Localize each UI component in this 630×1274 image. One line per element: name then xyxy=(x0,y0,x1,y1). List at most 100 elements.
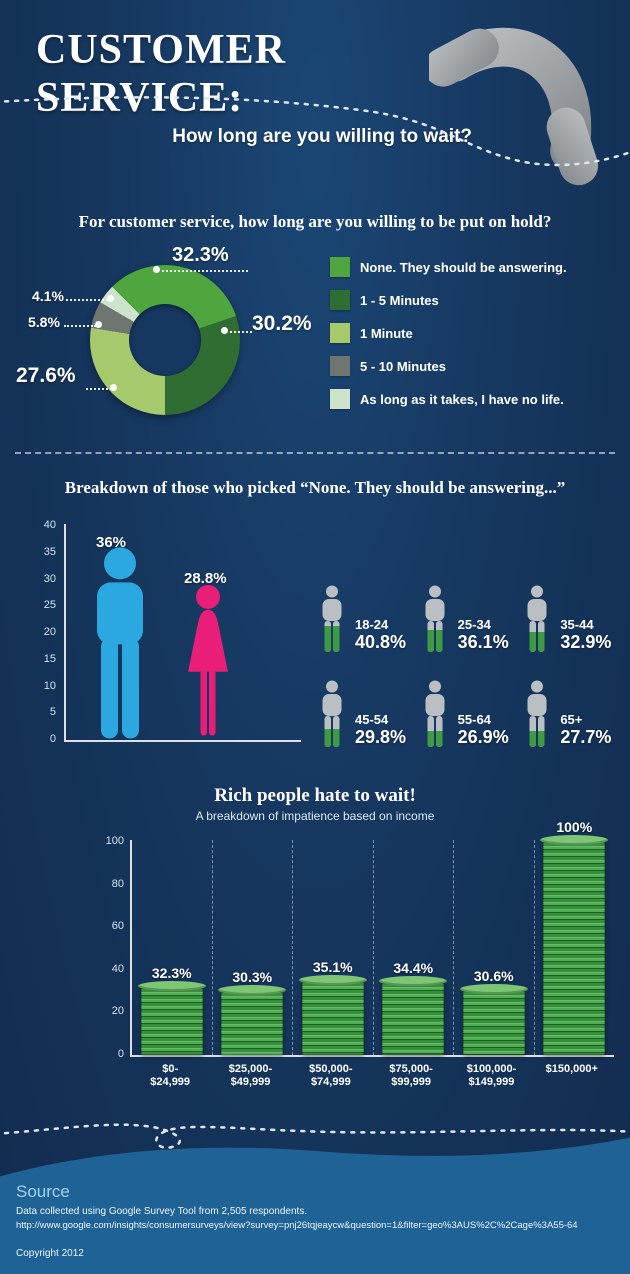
income-plot-area: 32.3% 30.3% 35.1% 34.4% 30.6% xyxy=(130,819,614,1057)
legend-swatch xyxy=(330,290,350,310)
age-text: 25-34 36.1% xyxy=(458,617,509,653)
age-breakdown-grid: 18-24 40.8% 25-34 36.1% xyxy=(316,560,624,750)
person-fill xyxy=(316,626,348,655)
bar-percent-label: 100% xyxy=(556,819,593,835)
y-tick: 20 xyxy=(43,626,56,638)
donut-label-as-long: 4.1% xyxy=(32,288,64,304)
legend-item: None. They should be answering. xyxy=(330,256,567,278)
money-stack-bar xyxy=(218,984,287,1055)
donut-label-none: 32.3% xyxy=(172,244,229,266)
y-tick: 30 xyxy=(43,572,56,585)
x-tick: $75,000- $99,999 xyxy=(389,1063,433,1088)
income-column: 32.3% xyxy=(132,840,212,1055)
person-icon xyxy=(316,585,348,655)
income-y-axis: 100 80 60 40 20 0 xyxy=(92,835,124,1060)
income-column: 30.6% xyxy=(453,840,534,1055)
breakdown-section: Breakdown of those who picked “None. The… xyxy=(0,470,630,780)
legend-label: None. They should be answering. xyxy=(360,259,567,275)
footer-background xyxy=(0,1186,630,1274)
y-tick: 40 xyxy=(43,519,56,531)
x-tick: $25,000- $49,999 xyxy=(228,1063,273,1088)
money-stack-bar xyxy=(379,976,448,1055)
age-group-25-34: 25-34 36.1% xyxy=(419,560,522,655)
age-percent: 40.8% xyxy=(355,632,407,652)
age-text: 35-44 32.9% xyxy=(560,617,611,653)
leader-line xyxy=(86,388,112,390)
page-title: CUSTOMER SERVICE: xyxy=(36,27,286,121)
y-tick: 0 xyxy=(117,1047,124,1060)
female-percent-label: 28.8% xyxy=(184,570,227,587)
legend-item: As long as it takes, I have no life. xyxy=(330,388,567,410)
age-percent: 36.1% xyxy=(457,632,509,652)
income-column: 34.4% xyxy=(372,840,454,1055)
leader-dot xyxy=(110,384,117,391)
age-group-35-44: 35-44 32.9% xyxy=(521,560,624,655)
income-x-axis: $0- $24,999 $25,000- $49,999 $50,000- $7… xyxy=(130,1063,612,1089)
male-figure xyxy=(84,546,156,740)
age-range: 65+ xyxy=(560,712,583,727)
leader-line xyxy=(66,299,108,301)
hold-legend: None. They should be answering. 1 - 5 Mi… xyxy=(330,256,567,421)
gender-y-axis: 40 35 30 25 20 15 10 5 0 xyxy=(30,519,56,745)
breakdown-title: Breakdown of those who picked “None. The… xyxy=(64,478,566,497)
person-icon xyxy=(419,585,451,655)
leader-line xyxy=(162,270,248,272)
hold-question: For customer service, how long are you w… xyxy=(78,212,552,231)
person-fill xyxy=(419,731,451,750)
person-icon xyxy=(316,680,348,750)
female-figure xyxy=(178,584,238,740)
leader-dot xyxy=(221,327,228,334)
age-text: 65+ 27.7% xyxy=(560,712,611,748)
income-chart: 100 80 60 40 20 0 32.3% 30.3% 35.1% xyxy=(92,819,617,1100)
legend-item: 5 - 10 Minutes xyxy=(330,355,567,377)
donut-label-1-5-minutes: 30.2% xyxy=(252,312,312,335)
y-tick: 25 xyxy=(43,599,56,612)
age-text: 18-24 40.8% xyxy=(355,617,406,653)
age-percent: 26.9% xyxy=(457,727,509,747)
bar-percent-label: 35.1% xyxy=(312,958,353,975)
donut-label-1-minute: 27.6% xyxy=(16,364,76,387)
leader-dot xyxy=(153,266,160,273)
page-subtitle: How long are you willing to wait? xyxy=(172,126,472,147)
leader-line xyxy=(64,325,96,327)
y-tick: 20 xyxy=(111,1005,124,1018)
legend-swatch xyxy=(330,389,350,409)
y-tick: 0 xyxy=(49,733,56,745)
bar-percent-label: 30.3% xyxy=(232,968,273,985)
money-stack-bar xyxy=(137,980,206,1055)
x-tick: $100,000- $149,999 xyxy=(466,1063,517,1088)
source-description: Data collected using Google Survey Tool … xyxy=(16,1206,308,1217)
legend-label: 5 - 10 Minutes xyxy=(360,358,446,374)
y-tick: 60 xyxy=(111,920,124,933)
age-text: 45-54 29.8% xyxy=(355,712,406,748)
y-tick: 5 xyxy=(49,706,56,719)
income-section: Rich people hate to wait! A breakdown of… xyxy=(0,780,630,1100)
legend-label: 1 Minute xyxy=(360,325,413,341)
income-title: Rich people hate to wait! xyxy=(214,785,416,806)
leader-line xyxy=(230,331,252,333)
gender-chart: 40 35 30 25 20 15 10 5 0 36% 28.8% xyxy=(30,518,310,758)
legend-label: As long as it takes, I have no life. xyxy=(360,391,564,407)
person-fill xyxy=(316,729,348,750)
age-group-18-24: 18-24 40.8% xyxy=(316,560,419,655)
y-tick: 35 xyxy=(43,545,56,558)
donut-hole xyxy=(129,304,201,376)
copyright: Copyright 2012 xyxy=(16,1248,84,1259)
income-subtitle: A breakdown of impatience based on incom… xyxy=(195,809,435,823)
phone-handset-icon xyxy=(429,27,599,186)
person-fill xyxy=(521,730,553,750)
money-stack-bar xyxy=(540,835,609,1055)
y-tick: 40 xyxy=(111,962,124,975)
x-tick: $0- $24,999 xyxy=(150,1063,191,1088)
age-percent: 29.8% xyxy=(355,727,407,747)
hold-time-section: For customer service, how long are you w… xyxy=(0,200,630,450)
section-divider xyxy=(15,452,615,454)
age-text: 55-64 26.9% xyxy=(458,712,509,748)
gender-plot-area: 36% 28.8% xyxy=(64,524,301,742)
money-stack-bar xyxy=(459,984,528,1055)
income-column: 35.1% xyxy=(292,840,373,1055)
age-group-45-54: 45-54 29.8% xyxy=(316,655,419,750)
x-tick: $150,000+ xyxy=(545,1063,598,1075)
y-tick: 10 xyxy=(43,679,56,692)
age-range: 18-24 xyxy=(355,617,389,632)
